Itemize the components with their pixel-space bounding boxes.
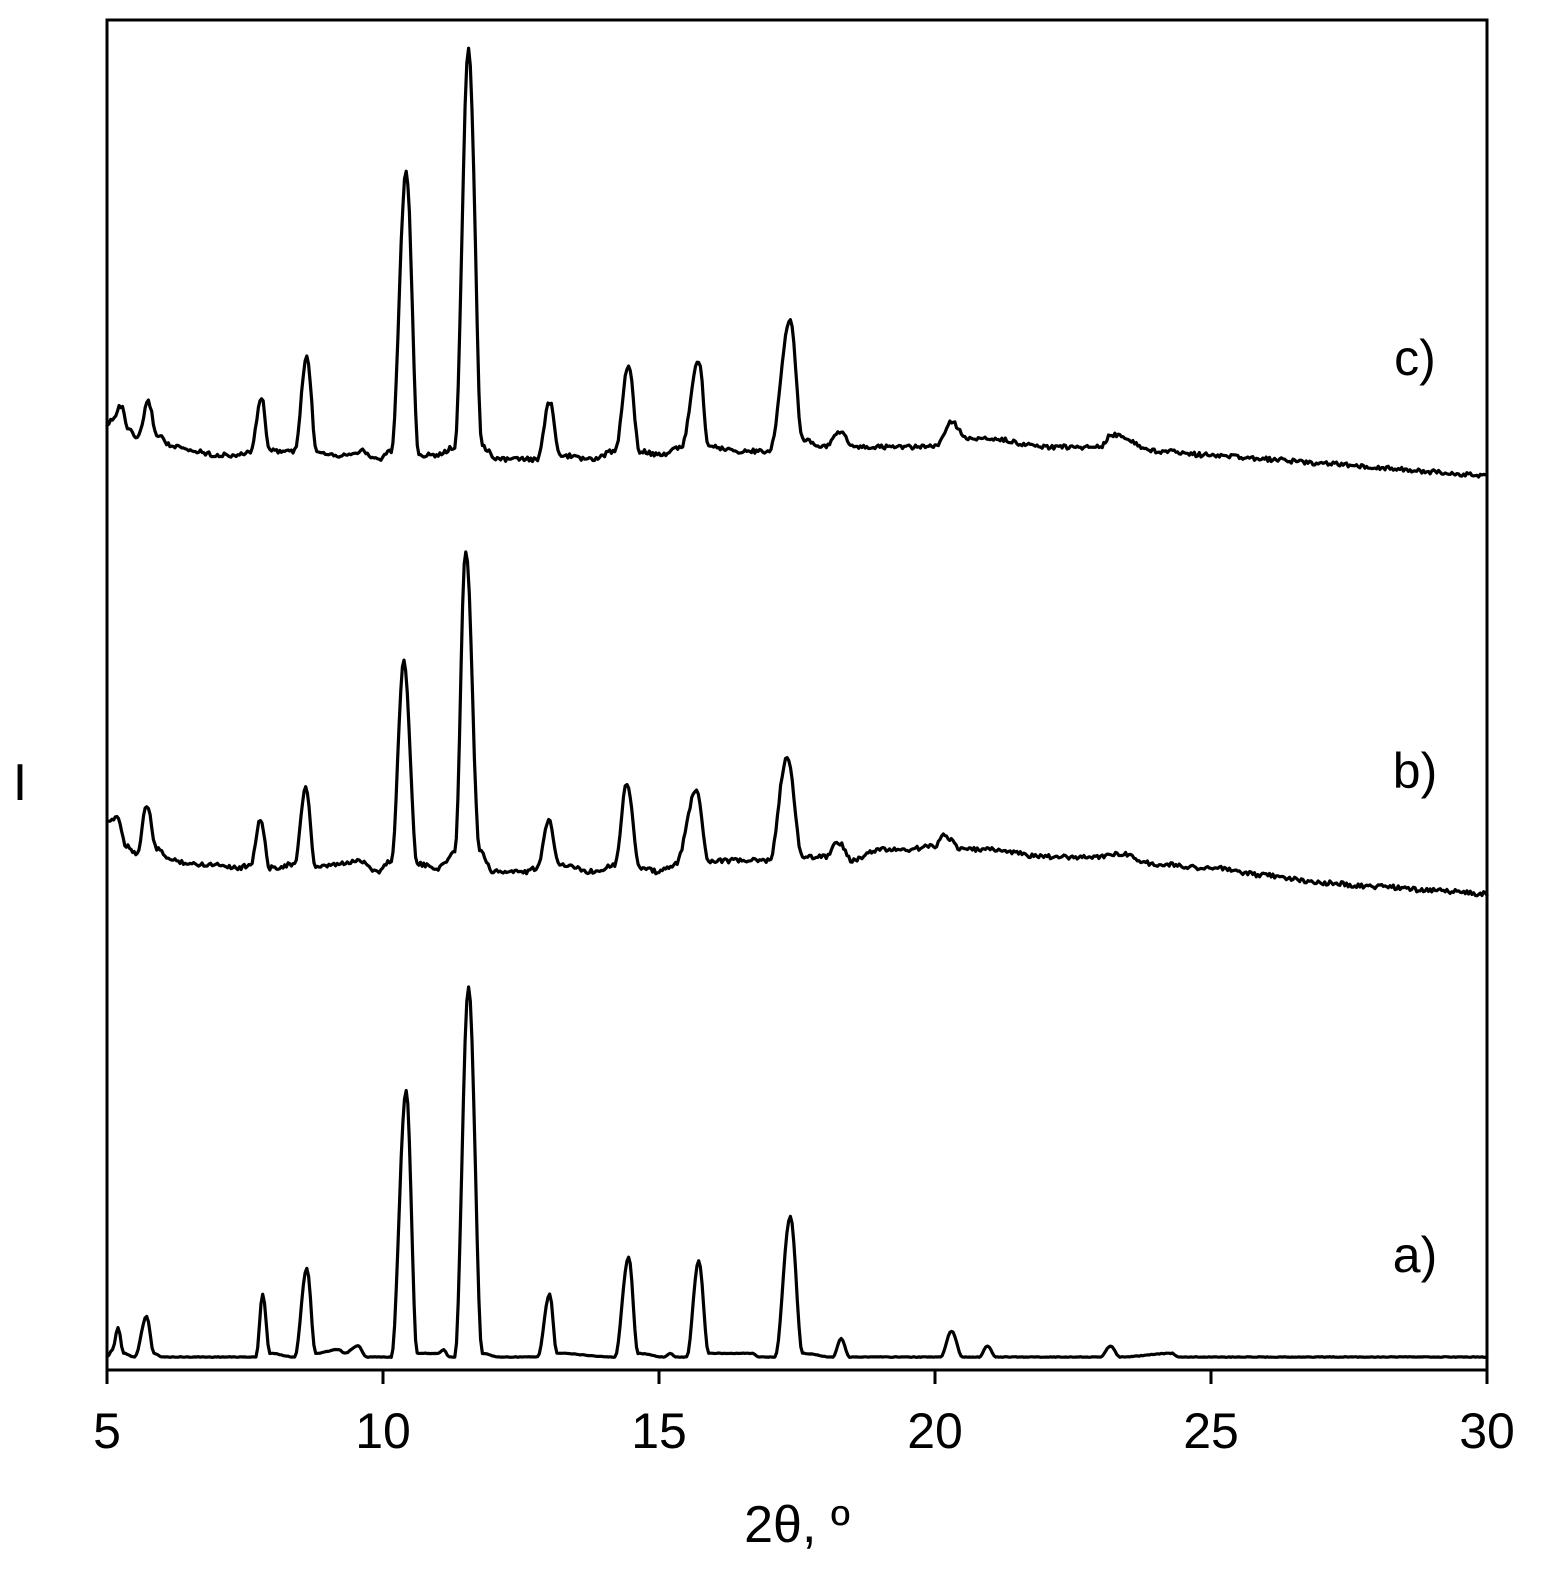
x-tick-label: 30 [1459,1403,1515,1459]
plot-frame [105,18,1489,1372]
series-label-a: a) [1393,1227,1437,1283]
series-label-c: c) [1394,330,1436,386]
x-tick-label: 10 [355,1403,411,1459]
y-axis-label: I [13,754,27,812]
series-labels: a) b) c) [1393,330,1437,1283]
traces [105,46,1489,1359]
x-axis-ticks: 5 10 15 20 25 30 [93,1370,1515,1459]
x-tick-label: 15 [631,1403,687,1459]
x-tick-label: 5 [93,1403,121,1459]
series-line-a [105,985,1489,1359]
x-tick-label: 25 [1183,1403,1239,1459]
x-tick-label: 20 [907,1403,963,1459]
x-axis-label: 2θ, º [744,1496,850,1554]
series-line-b [105,550,1489,898]
series-label-b: b) [1393,743,1437,799]
series-line-c [105,46,1489,479]
